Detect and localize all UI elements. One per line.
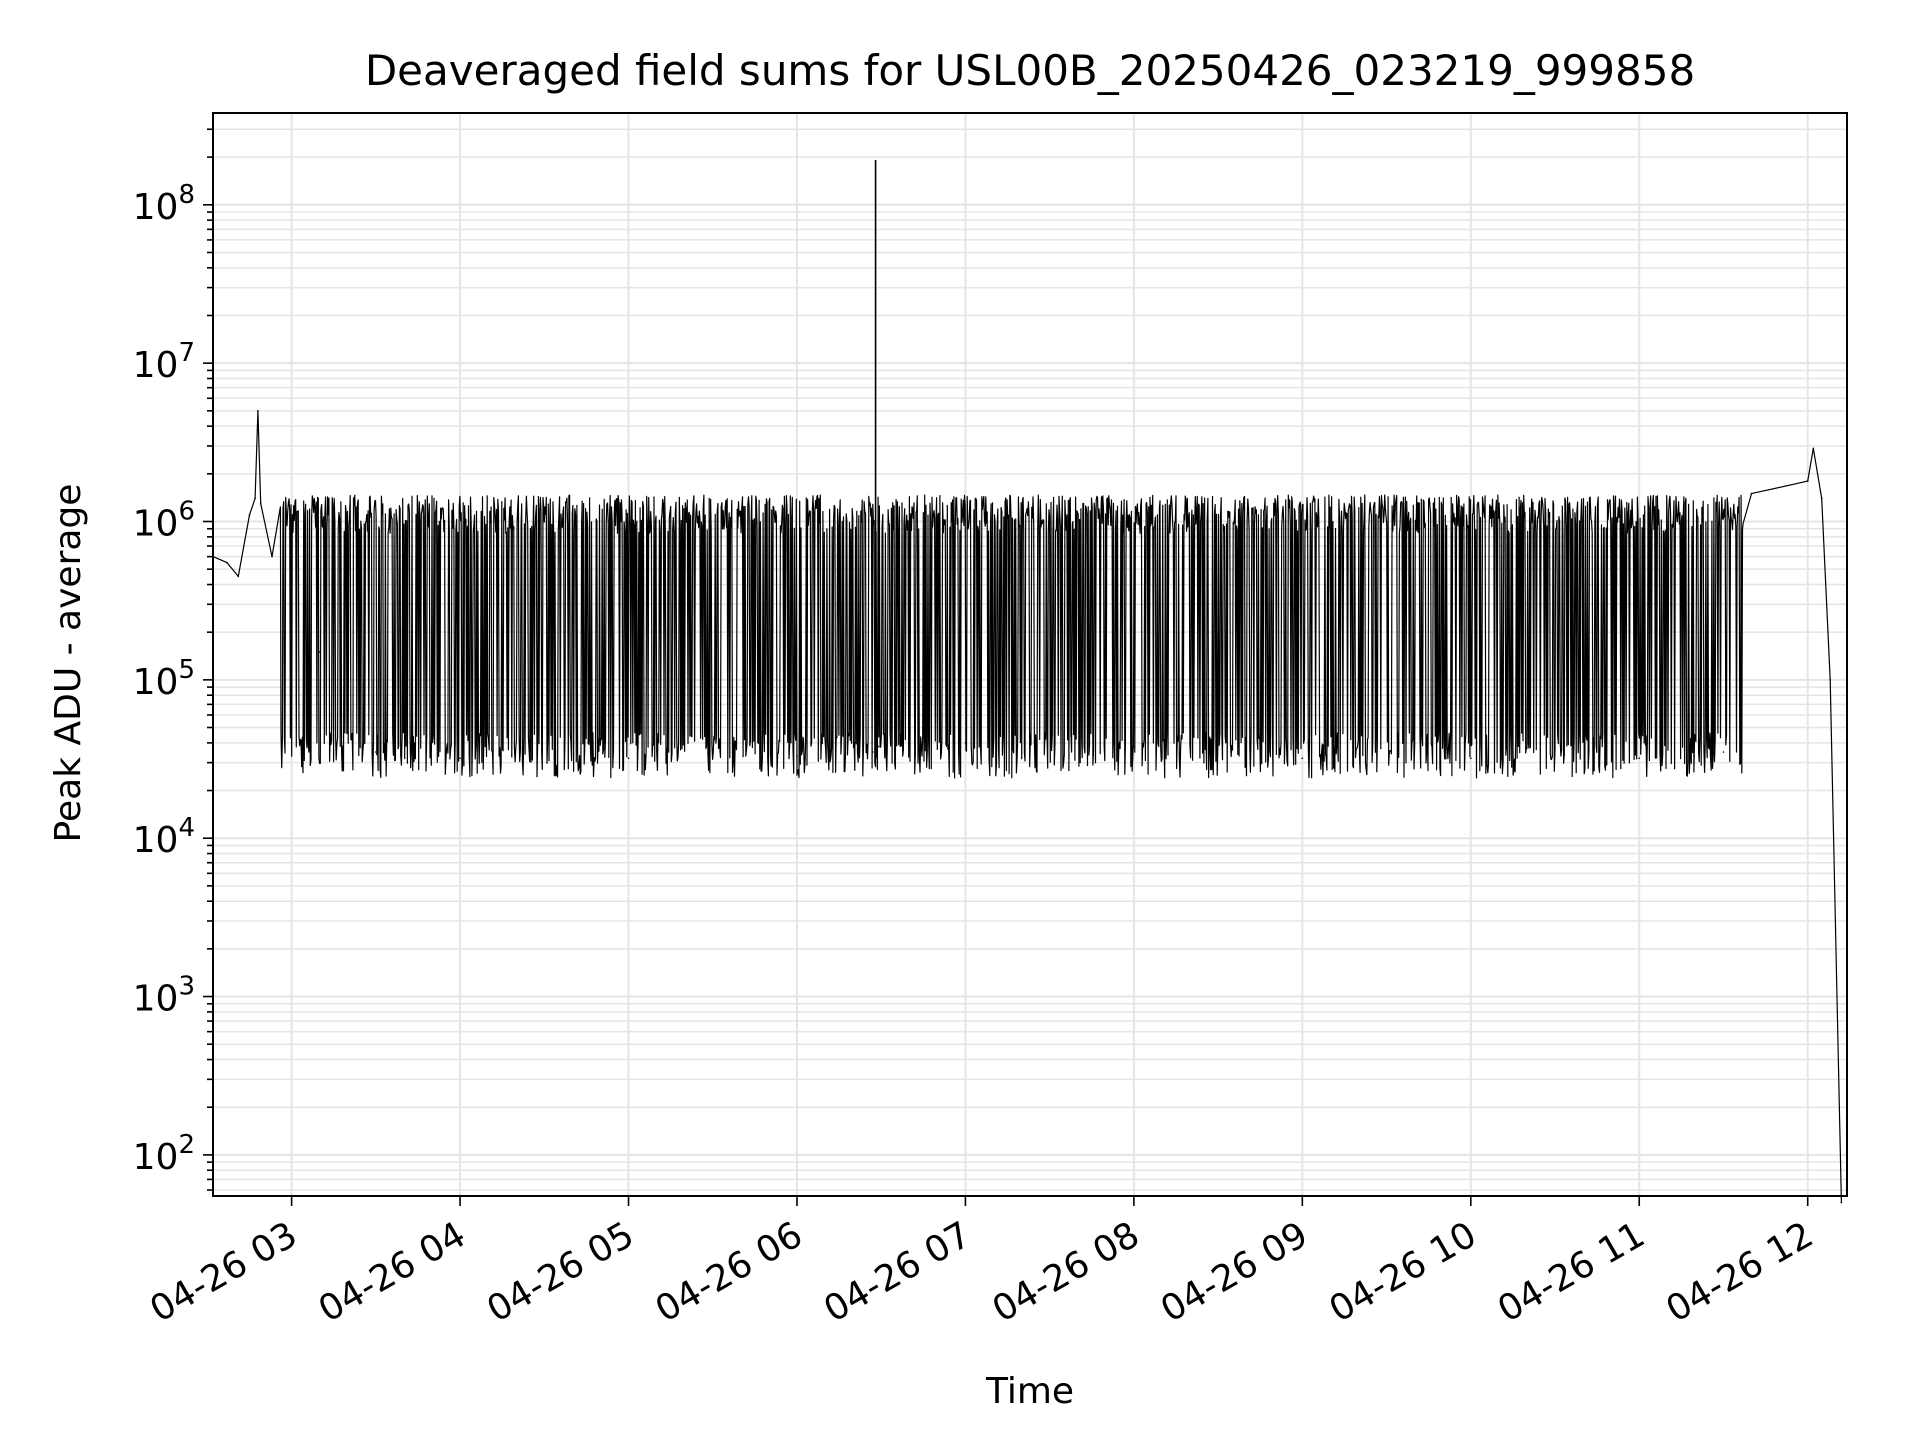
data-point [248,514,251,516]
series-line [212,410,1842,1203]
plot-frame [212,112,1848,1197]
y-axis-label: Peak ADU - average [48,484,89,843]
y-tick-label-base: 10 [133,820,179,861]
y-tick-label-exponent: 2 [178,1130,195,1160]
data-point [877,745,880,748]
y-tick-label-base: 10 [133,504,179,545]
y-tick-label-base: 10 [133,187,179,228]
data-point [1301,757,1304,759]
y-tick-label: 105 [133,655,195,703]
data-point [1829,679,1831,681]
y-tick-label-base: 10 [133,1137,179,1178]
data-point [290,583,293,586]
y-tick-label-exponent: 6 [178,497,195,527]
axis-ticks [203,128,1809,1206]
plot-area [212,159,1843,1204]
data-point [627,757,630,759]
data-point [318,651,321,653]
y-tick-label: 107 [133,338,195,386]
data-point [271,555,273,558]
y-tick-label-base: 10 [133,345,179,386]
data-point [1812,447,1815,450]
y-tick-label: 104 [133,813,195,861]
data-point [1840,1201,1843,1204]
data-point [1806,480,1809,482]
data-point [1722,751,1725,753]
y-tick-label-exponent: 3 [178,972,195,1002]
data-point [1470,757,1472,759]
y-tick-label-exponent: 7 [178,338,195,368]
data-point [1638,757,1640,759]
data-point [237,575,240,578]
data-point [254,497,256,500]
data-point [259,502,262,505]
data-point [796,755,798,757]
data-point [1750,492,1753,495]
y-tick-label: 103 [133,972,195,1020]
y-tick-label-exponent: 4 [178,813,195,843]
y-tick-label-exponent: 5 [178,655,195,685]
y-tick-label-base: 10 [133,662,179,703]
data-point [257,410,259,412]
y-tick-label-exponent: 8 [178,180,195,210]
x-axis-label: Time [985,1371,1074,1412]
data-point [375,751,377,753]
data-point [1133,745,1135,748]
chart-title: Deaveraged field sums for USL00B_2025042… [365,46,1695,95]
data-point [1820,497,1823,500]
y-tick-label: 102 [133,1130,195,1178]
data-point [332,726,335,729]
y-tick-label: 106 [133,497,195,545]
data-point [964,742,967,744]
data-point [226,561,228,564]
y-tick-label: 108 [133,180,195,228]
y-tick-label-base: 10 [133,979,179,1020]
data-point [872,751,874,753]
data-point [459,757,461,759]
